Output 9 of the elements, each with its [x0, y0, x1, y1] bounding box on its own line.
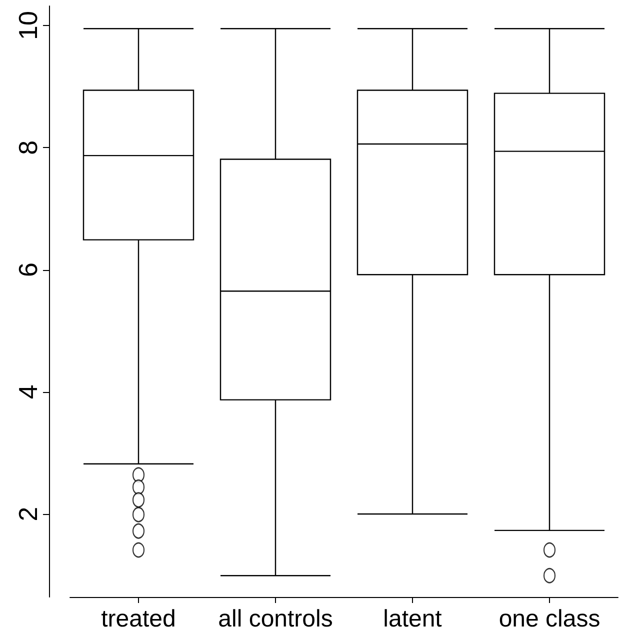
x-tick-label: treated — [101, 606, 176, 632]
x-tick-label: one class — [498, 606, 600, 632]
y-tick-label: 6 — [13, 262, 43, 277]
x-tick-label: all controls — [218, 606, 333, 632]
x-tick-label: latent — [383, 606, 442, 632]
y-tick-label: 10 — [13, 11, 43, 40]
y-tick-label: 2 — [13, 506, 43, 522]
y-tick-label: 4 — [13, 384, 43, 400]
y-tick-label: 8 — [13, 140, 43, 155]
